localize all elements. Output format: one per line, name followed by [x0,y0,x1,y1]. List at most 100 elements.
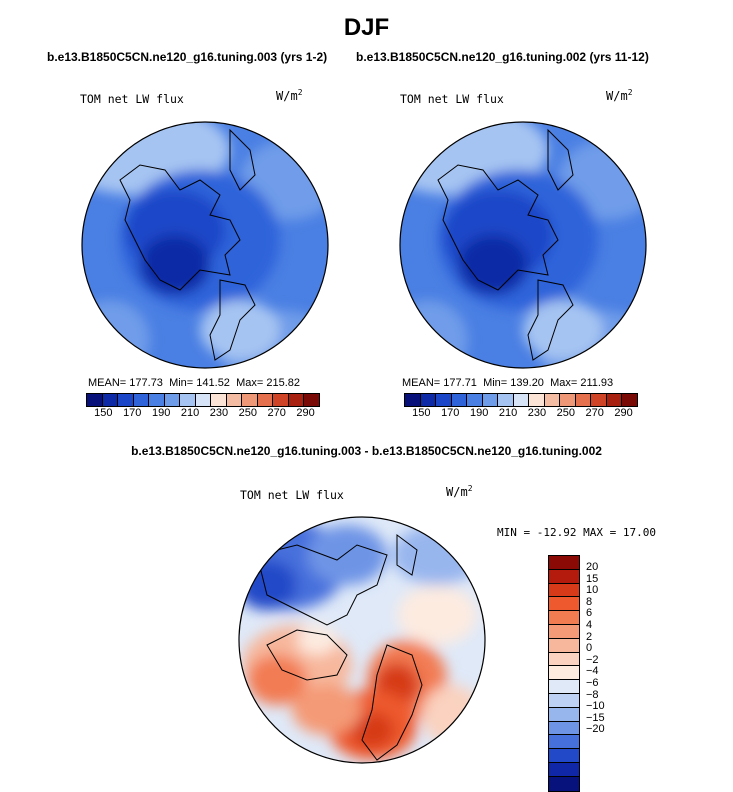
colorbar-swatch-diff [549,680,579,694]
colorbar-swatch-diff [549,693,579,708]
colorbar-tick-label-diff: 10 [586,584,599,597]
variable-label-left: TOM net LW flux [80,92,184,106]
variable-label-diff: TOM net LW flux [240,488,344,502]
mean-value-left: 177.73 [129,377,163,389]
colorbar-swatch-left [149,394,165,406]
colorbar-tick-label-right: 150 [412,407,431,419]
units-label-diff: W/m2 [446,484,473,499]
min-label-right: Min= [483,377,508,389]
polar-map-left [81,121,329,369]
mean-label-right: MEAN= [402,377,441,389]
colorbar-tick-label-right: 230 [527,407,547,419]
colorbar-tick-label-diff: −6 [586,677,599,689]
colorbar-swatch-diff [549,735,579,750]
min-value-left: 141.52 [196,377,230,389]
colorbar-tick-label-diff: 2 [586,630,593,643]
colorbar-tick-label-right: 250 [556,407,575,419]
colorbar-tick-label-diff: −10 [586,700,605,713]
colorbar-swatch-left [133,394,150,406]
colorbar-tick-label-diff: −2 [586,653,599,666]
colorbar-swatch-diff [549,707,579,722]
max-value-left: 215.82 [266,377,300,389]
colorbar-swatch-left [273,394,289,406]
colorbar-left: 150 170 190 210 230 250 270 290 [86,393,320,419]
colorbar-swatch-diff [549,556,579,570]
colorbar-tick-label-diff: −20 [586,723,605,736]
colorbar-swatch-right [420,394,437,406]
colorbar-swatch-right [482,394,499,406]
colorbar-swatch-diff [549,583,579,598]
colorbar-swatch-right [591,394,607,406]
colorbar-tick-label-left: 150 [94,407,113,419]
units-label-right: W/m2 [606,88,633,103]
polar-map-right [399,121,647,369]
min-value-right: 139.20 [510,377,544,389]
case-title-right: b.e13.B1850C5CN.ne120_g16.tuning.002 (yr… [356,50,649,64]
colorbar-swatch-left [195,394,212,406]
min-value-diff: -12.92 [536,526,577,539]
colorbar-swatch-diff [549,597,579,612]
colorbar-tick-label-left: 290 [296,407,315,419]
colorbar-swatch-diff [549,721,579,736]
colorbar-swatch-diff [549,638,579,653]
colorbar-swatch-right [575,394,592,406]
colorbar-swatch-left [242,394,258,406]
colorbar-tick-label-diff: −15 [586,711,605,724]
colorbar-swatch-right [405,394,421,406]
colorbar-tick-label-diff: 6 [586,607,593,620]
colorbar-tick-label-left: 270 [267,407,286,419]
colorbar-tick-label-left: 170 [123,407,142,419]
max-value-right: 211.93 [580,377,614,389]
colorbar-swatch-diff [549,611,579,625]
colorbar-swatch-diff [549,569,579,584]
mean-value-right: 177.71 [443,377,477,389]
colorbar-swatch-left [87,394,103,406]
colorbar-swatch-left [257,394,274,406]
colorbar-tick-label-diff: 15 [586,572,599,585]
colorbar-tick-label-right: 290 [614,407,633,419]
colorbar-swatch-right [560,394,576,406]
units-label-left: W/m2 [276,88,303,103]
colorbar-tick-label-left: 250 [238,407,257,419]
colorbar-tick-label-right: 210 [498,407,518,419]
min-label-left: Min= [169,377,194,389]
colorbar-diff [548,555,580,792]
variable-label-right: TOM net LW flux [400,92,504,106]
colorbar-swatch-right [467,394,483,406]
colorbar-right: 150 170 190 210 230 250 270 290 [404,393,638,419]
colorbar-tick-label-right: 190 [469,407,489,419]
max-label-diff: MAX = [583,526,617,539]
colorbar-swatch-diff [549,776,579,791]
colorbar-swatch-right [436,394,452,406]
colorbar-tick-label-left: 210 [180,407,200,419]
colorbar-swatch-right [498,394,514,406]
mean-label-left: MEAN= [88,377,127,389]
colorbar-tick-label-diff: 4 [586,619,593,631]
colorbar-tick-label-right: 170 [441,407,460,419]
colorbar-tick-label-diff: 8 [586,595,593,608]
max-label-right: Max= [550,377,578,389]
colorbar-swatch-left [288,394,305,406]
colorbar-swatch-left [180,394,196,406]
colorbar-swatch-right [513,394,530,406]
colorbar-swatch-left [211,394,227,406]
colorbar-tick-label-diff: 20 [586,561,599,573]
colorbar-swatch-left [304,394,319,406]
colorbar-swatch-right [529,394,545,406]
colorbar-tick-label-diff: −4 [586,665,599,678]
colorbar-swatch-diff [549,666,579,681]
colorbar-tick-label-diff: −8 [586,688,599,701]
colorbar-swatch-left [118,394,134,406]
colorbar-swatch-left [226,394,243,406]
max-label-left: Max= [236,377,264,389]
colorbar-swatch-left [102,394,119,406]
colorbar-tick-label-left: 230 [209,407,229,419]
colorbar-swatch-right [544,394,561,406]
colorbar-swatch-right [451,394,468,406]
colorbar-swatch-diff [549,762,579,777]
colorbar-tick-label-diff: 0 [586,642,593,655]
colorbar-swatch-diff [549,624,579,639]
colorbar-swatch-diff [549,652,579,667]
difference-title: b.e13.B1850C5CN.ne120_g16.tuning.003 - b… [131,444,602,458]
max-value-diff: 17.00 [622,526,656,539]
